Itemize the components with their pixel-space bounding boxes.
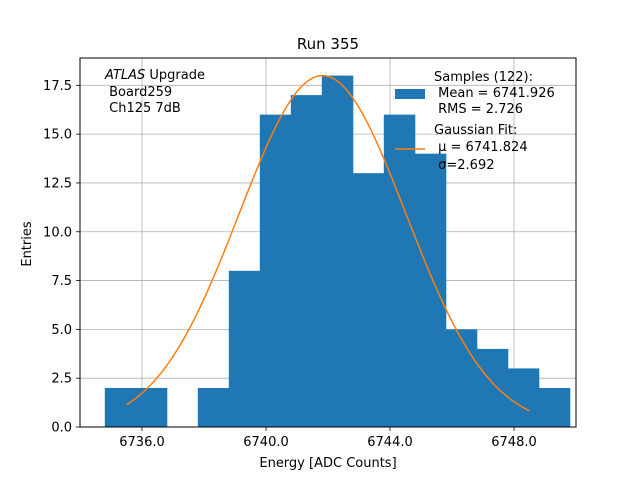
y-axis-label: Entries xyxy=(20,221,35,267)
bar-4 xyxy=(228,270,261,427)
legend-swatch-samples xyxy=(395,89,425,99)
annotation-line-3: Ch125 7dB xyxy=(105,101,181,116)
bar-13 xyxy=(507,368,540,427)
bar-10 xyxy=(414,153,447,427)
axis-ticks: 6736.0 6740.0 6744.0 6748.0 0.0 2.5 5.0 7.5 10.0… xyxy=(43,79,537,450)
legend-samples-line-3: RMS = 2.726 xyxy=(434,102,523,117)
bar-9 xyxy=(383,114,416,427)
annotation-atlas: ATLAS xyxy=(104,68,145,83)
legend-samples-line-2: Mean = 6741.926 xyxy=(434,86,555,101)
fit-curve xyxy=(126,74,530,412)
bar-11 xyxy=(445,329,478,427)
legend-fit-line-3: σ=2.692 xyxy=(434,158,494,173)
legend-samples-line-1: Samples (122): xyxy=(434,70,533,85)
annotation-line-2: Board259 xyxy=(105,85,172,100)
x-tick-label-1: 6740.0 xyxy=(243,435,289,450)
y-tick-label-7: 17.5 xyxy=(43,79,72,94)
bar-8 xyxy=(352,173,385,427)
legend-fit-line-2: μ = 6741.824 xyxy=(434,140,528,155)
y-tick-label-0: 0.0 xyxy=(51,421,72,436)
x-axis-label: Energy [ADC Counts] xyxy=(259,456,396,471)
bar-6 xyxy=(290,95,323,427)
chart-title: Run 355 xyxy=(297,35,359,53)
y-tick-label-3: 7.5 xyxy=(51,274,72,289)
y-tick-label-1: 2.5 xyxy=(51,372,72,387)
legend-fit-line-1: Gaussian Fit: xyxy=(434,123,517,138)
gaussian-fit xyxy=(126,74,530,412)
y-tick-label-5: 12.5 xyxy=(43,176,72,191)
y-tick-label-2: 5.0 xyxy=(51,323,72,338)
bar-0 xyxy=(104,387,137,427)
y-tick-label-6: 15.0 xyxy=(43,128,72,143)
x-tick-label-0: 6736.0 xyxy=(119,435,165,450)
annotation-line-1: ATLAS Upgrade xyxy=(104,68,205,83)
y-tick-label-4: 10.0 xyxy=(43,225,72,240)
bar-3 xyxy=(197,387,230,427)
histogram-bars xyxy=(104,75,571,428)
bar-7 xyxy=(321,75,354,428)
bar-14 xyxy=(538,387,571,427)
plot-frame xyxy=(79,57,577,428)
annotation-upgrade: Upgrade xyxy=(145,68,205,83)
legend: Samples (122): Mean = 6741.926 RMS = 2.7… xyxy=(395,70,555,173)
annotation-block: ATLAS Upgrade Board259 Ch125 7dB xyxy=(104,68,205,116)
x-tick-label-2: 6744.0 xyxy=(367,435,413,450)
bar-5 xyxy=(259,114,292,427)
x-tick-label-3: 6748.0 xyxy=(491,435,537,450)
bar-12 xyxy=(476,348,509,427)
